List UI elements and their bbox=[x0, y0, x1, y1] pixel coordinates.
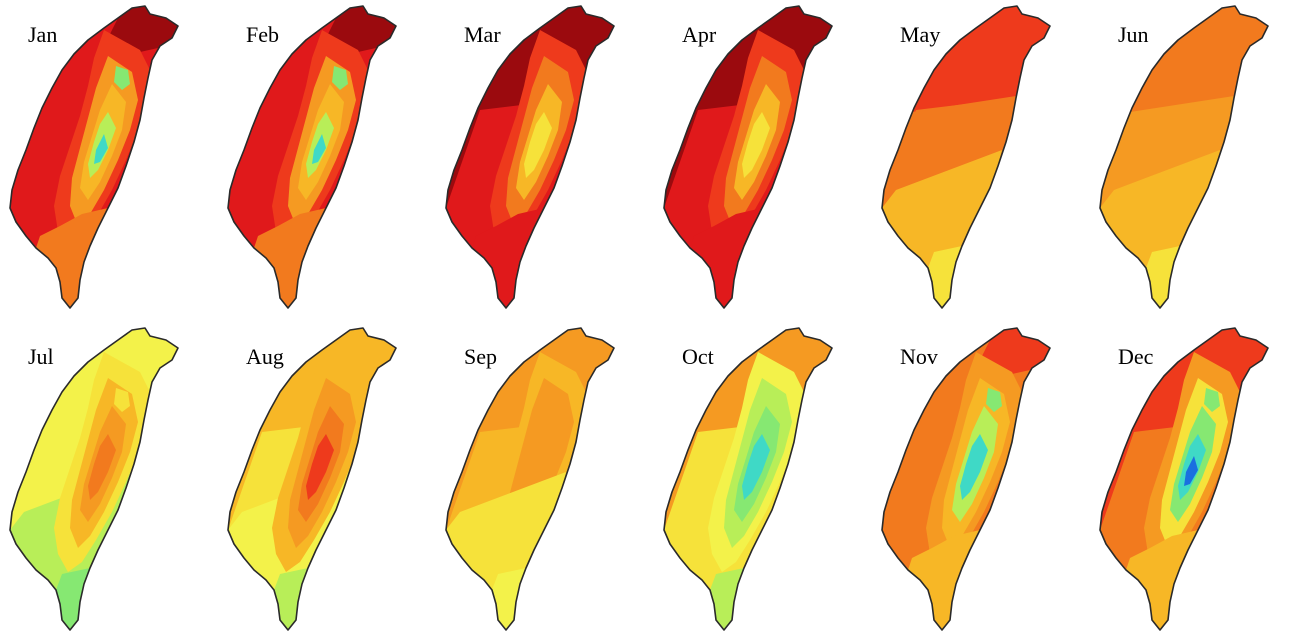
coastline bbox=[227, 5, 397, 309]
map-panel-apr: Apr bbox=[654, 0, 872, 322]
value-zone-south bbox=[908, 530, 980, 630]
value-zone-south bbox=[690, 208, 762, 308]
value-zone-core bbox=[306, 434, 334, 500]
value-zone-core bbox=[88, 434, 116, 500]
coastline bbox=[9, 327, 179, 631]
map-panel-may: May bbox=[872, 0, 1090, 322]
value-zone-north bbox=[326, 6, 396, 52]
taiwan-map-aug bbox=[227, 327, 397, 631]
value-zone-tip bbox=[492, 568, 526, 630]
value-zone-tip bbox=[274, 568, 308, 630]
value-zone-north bbox=[980, 328, 1050, 374]
value-zone-south bbox=[254, 208, 326, 308]
coastline bbox=[9, 5, 179, 309]
coastline bbox=[227, 327, 397, 631]
coastline bbox=[663, 5, 833, 309]
value-zone-band1 bbox=[1100, 6, 1268, 208]
taiwan-map-jul bbox=[9, 327, 179, 631]
value-zone-spot bbox=[94, 134, 108, 164]
value-zone-south bbox=[472, 208, 544, 308]
coastline bbox=[1099, 327, 1269, 631]
taiwan-map-feb bbox=[227, 5, 397, 309]
taiwan-map-dec bbox=[1099, 327, 1269, 631]
value-zone-band2 bbox=[1100, 96, 1234, 208]
month-label: Jun bbox=[1118, 22, 1149, 47]
value-zone-nBump bbox=[332, 66, 348, 90]
value-zone-spot bbox=[1184, 456, 1198, 486]
value-zone-core bbox=[742, 112, 770, 178]
value-zone-nBump bbox=[986, 388, 1002, 412]
coastline bbox=[1099, 5, 1269, 309]
value-zone-tip bbox=[56, 568, 90, 630]
taiwan-map-jun bbox=[1099, 5, 1269, 309]
value-zone-nBump bbox=[114, 388, 130, 412]
value-zone-core bbox=[960, 434, 988, 500]
map-panel-nov: Nov bbox=[872, 322, 1090, 644]
map-panel-jun: Jun bbox=[1090, 0, 1308, 322]
map-panel-oct: Oct bbox=[654, 322, 872, 644]
month-label: Mar bbox=[464, 22, 501, 47]
month-label: Jan bbox=[28, 22, 58, 47]
coastline bbox=[663, 327, 833, 631]
month-label: Jul bbox=[28, 344, 54, 369]
value-zone-band3 bbox=[882, 150, 1002, 308]
month-label: Apr bbox=[682, 22, 717, 47]
map-panel-sep: Sep bbox=[436, 322, 654, 644]
taiwan-map-mar bbox=[445, 5, 615, 309]
value-zone-nBump bbox=[1204, 388, 1220, 412]
map-panel-aug: Aug bbox=[218, 322, 436, 644]
map-panel-jul: Jul bbox=[0, 322, 218, 644]
taiwan-map-jan bbox=[9, 5, 179, 309]
month-label: Aug bbox=[246, 344, 284, 369]
value-zone-south bbox=[1126, 530, 1198, 630]
taiwan-map-sep bbox=[445, 327, 615, 631]
coastline bbox=[881, 327, 1051, 631]
month-label: Dec bbox=[1118, 344, 1154, 369]
month-label: Feb bbox=[246, 22, 279, 47]
map-panel-mar: Mar bbox=[436, 0, 654, 322]
month-label: May bbox=[900, 22, 941, 47]
value-zone-core bbox=[524, 112, 552, 178]
month-label: Oct bbox=[682, 344, 714, 369]
value-zone-south bbox=[36, 208, 108, 308]
value-zone-tip bbox=[710, 568, 744, 630]
value-zone-tip bbox=[928, 246, 962, 308]
value-zone-north bbox=[108, 6, 178, 52]
value-zone-band3 bbox=[446, 472, 566, 630]
taiwan-map-oct bbox=[663, 327, 833, 631]
value-zone-band3 bbox=[1100, 150, 1220, 308]
coastline bbox=[881, 5, 1051, 309]
coastline bbox=[445, 327, 615, 631]
map-panel-feb: Feb bbox=[218, 0, 436, 322]
map-panel-dec: Dec bbox=[1090, 322, 1308, 644]
month-label: Nov bbox=[900, 344, 938, 369]
taiwan-map-apr bbox=[663, 5, 833, 309]
value-zone-tip bbox=[1146, 246, 1180, 308]
month-label: Sep bbox=[464, 344, 497, 369]
coastline bbox=[445, 5, 615, 309]
value-zone-nBump bbox=[114, 66, 130, 90]
value-zone-core bbox=[742, 434, 770, 500]
value-zone-band1 bbox=[882, 6, 1050, 208]
value-zone-spot bbox=[312, 134, 326, 164]
value-zone-band2 bbox=[882, 96, 1016, 208]
map-panel-jan: Jan bbox=[0, 0, 218, 322]
taiwan-map-may bbox=[881, 5, 1051, 309]
taiwan-map-nov bbox=[881, 327, 1051, 631]
